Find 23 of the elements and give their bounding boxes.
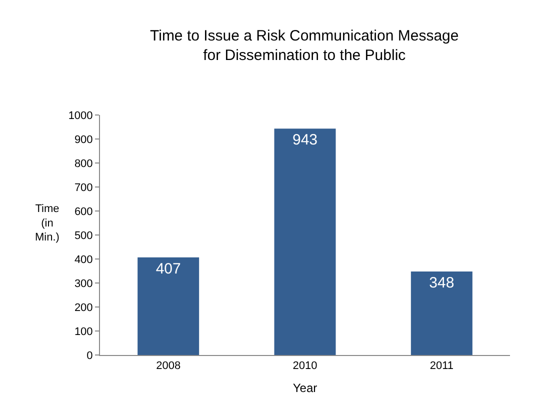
y-tick-label: 200 [74, 302, 93, 314]
bar [138, 257, 200, 355]
x-tick-label: 2010 [292, 360, 318, 372]
y-tick-label: 100 [74, 326, 93, 338]
chart-title: Time to Issue a Risk Communication Message for Dissemination to the Public [150, 28, 459, 64]
x-tick-label: 2011 [430, 360, 454, 372]
data-label: 943 [292, 132, 318, 149]
y-tick-label: 600 [74, 206, 93, 218]
y-tick-label: 700 [74, 182, 93, 194]
y-tick-label: 0 [86, 350, 93, 362]
y-tick-label: 400 [74, 254, 93, 266]
y-tick-label: 900 [74, 134, 93, 146]
data-label: 348 [429, 274, 454, 292]
data-label: 407 [156, 260, 181, 278]
y-tick-label: 1000 [68, 110, 93, 122]
y-tick-label: 800 [74, 158, 93, 170]
y-tick-label: 500 [74, 230, 93, 242]
y-tick-label: 300 [74, 278, 93, 290]
x-axis-title: Year [292, 381, 318, 396]
x-tick-label: 2008 [156, 360, 181, 372]
bar [410, 271, 472, 355]
bar [274, 128, 336, 355]
y-axis-title: Time (in Min.) [35, 203, 60, 244]
